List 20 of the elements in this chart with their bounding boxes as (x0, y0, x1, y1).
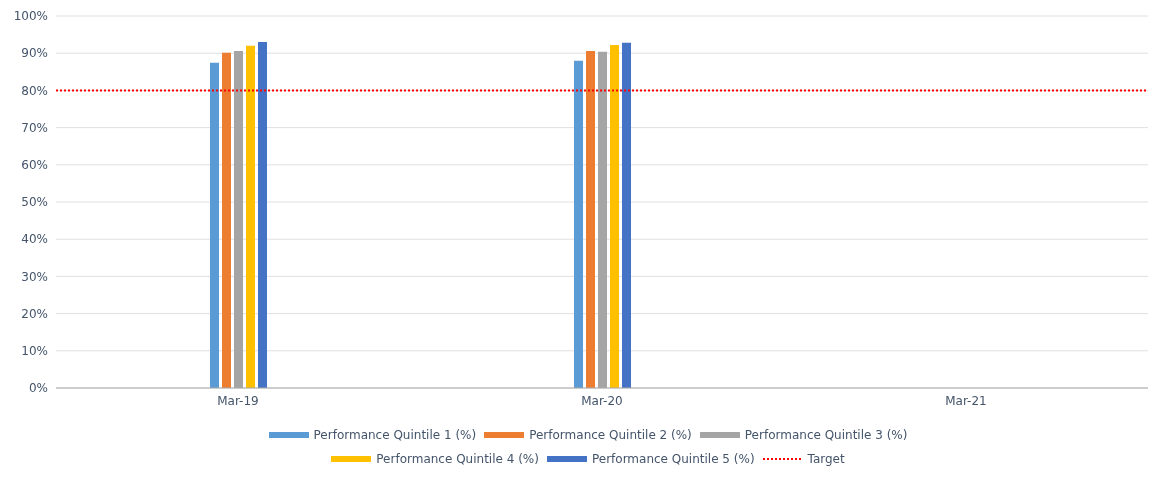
y-tick-label: 40% (21, 232, 48, 247)
legend-label: Performance Quintile 4 (%) (376, 452, 539, 466)
legend-label: Performance Quintile 1 (%) (313, 428, 477, 442)
legend-label: Performance Quintile 5 (%) (591, 452, 755, 466)
y-tick-label: 70% (21, 120, 48, 135)
y-tick-label: 0% (28, 381, 48, 396)
y-tick-label: 80% (21, 83, 48, 98)
x-tick-label: Mar-20 (581, 393, 623, 408)
y-tick-label: 90% (21, 46, 48, 61)
legend-label: Target (807, 452, 845, 466)
y-tick-label: 100% (13, 9, 48, 24)
y-tick-label: 60% (21, 158, 48, 173)
legend-label: Performance Quintile 2 (%) (529, 428, 692, 442)
y-tick-label: 20% (21, 306, 48, 321)
y-tick-label: 30% (21, 269, 48, 284)
x-tick-label: Mar-21 (945, 393, 987, 408)
y-tick-label: 10% (21, 344, 48, 359)
x-tick-label: Mar-19 (217, 393, 259, 408)
y-tick-label: 50% (21, 195, 48, 210)
legend-label: Performance Quintile 3 (%) (744, 428, 908, 442)
